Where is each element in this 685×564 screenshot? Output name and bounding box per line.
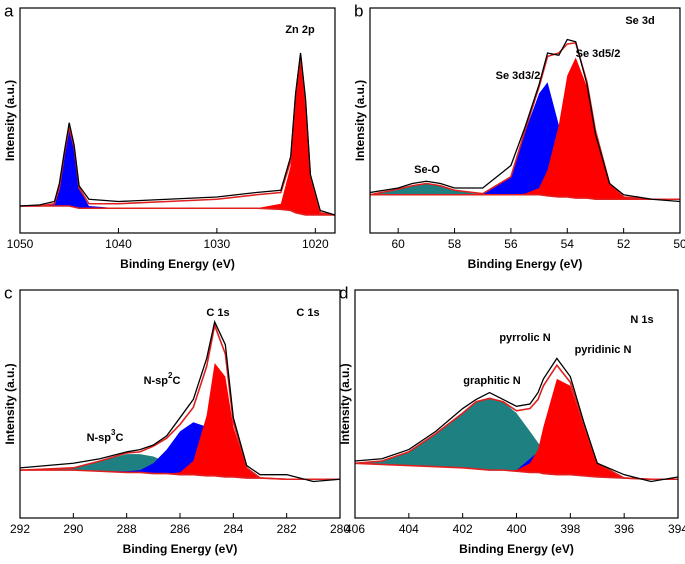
peak-label: Se-O [414, 164, 440, 176]
x-tick-label: 398 [560, 522, 580, 536]
x-tick-label: 282 [277, 522, 297, 536]
component-area [20, 422, 340, 480]
x-tick-label: 280 [330, 522, 350, 536]
peak-label-text: graphitic N [463, 375, 521, 387]
x-tick-label: 50 [673, 237, 685, 251]
peak-label-text: C 1s [206, 307, 229, 319]
component-area [20, 55, 335, 215]
x-tick-label: 286 [170, 522, 190, 536]
peak-label: N-sp3C [87, 428, 124, 444]
spectrum-line [354, 462, 678, 481]
peak-label-text: Se 3d [625, 15, 654, 27]
peak-label-after: C [172, 375, 180, 387]
y-axis-label: Intensity (a.u.) [3, 363, 17, 444]
peak-label-text: Se-O [414, 164, 440, 176]
peak-label: Zn 2p [285, 24, 315, 36]
spectrum-line [19, 322, 340, 481]
y-axis-label: Intensity (a.u.) [353, 80, 367, 161]
spectrum-line [369, 38, 681, 203]
peak-label: C 1s [206, 307, 229, 319]
spectrum-line [354, 357, 679, 483]
peak-label: graphitic N [463, 375, 521, 387]
y-axis-label: Intensity (a.u.) [338, 363, 352, 444]
x-tick-label: 58 [448, 237, 462, 251]
x-tick-label: 54 [561, 237, 575, 251]
peak-label: N-sp2C [144, 371, 181, 387]
panel: c 292 290 288 286 284 282 280 Binding Energy (eV… [3, 283, 350, 556]
spectrum-line [370, 193, 680, 201]
panel-letter: b [354, 1, 363, 20]
x-tick-label: 290 [63, 522, 83, 536]
peak-label-text: C 1s [296, 307, 319, 319]
x-tick-label: 396 [614, 522, 634, 536]
peak-label-text: N 1s [630, 314, 653, 326]
component-area [370, 183, 680, 200]
panel-letter: a [4, 1, 14, 20]
x-tick-label: 292 [10, 522, 30, 536]
peak-label-sup: 2 [168, 371, 173, 380]
x-tick-label: 56 [504, 237, 518, 251]
plot-frame [19, 289, 341, 519]
peak-label-text: N-sp [87, 432, 112, 444]
plot-frame [369, 7, 681, 234]
x-tick-label: 402 [453, 522, 473, 536]
peak-label-after: C [115, 432, 123, 444]
x-tick-label: 400 [506, 522, 526, 536]
peak-label-text: Se 3d5/2 [576, 48, 621, 60]
peak-label: C 1s [296, 307, 319, 319]
spectrum-line [19, 52, 336, 216]
x-tick-label: 1050 [7, 237, 34, 251]
component-area [370, 82, 680, 200]
panel-letter: c [4, 283, 13, 302]
peak-label: Se 3d [625, 15, 654, 27]
panel-letter: d [339, 283, 348, 302]
peak-label-text: pyridinic N [575, 344, 632, 356]
x-axis-label: Binding Energy (eV) [120, 257, 235, 271]
x-tick-label: 1020 [302, 237, 329, 251]
x-tick-label: 60 [392, 237, 406, 251]
x-tick-label: 1040 [105, 237, 132, 251]
x-tick-label: 394 [668, 522, 685, 536]
x-axis-label: Binding Energy (eV) [459, 542, 574, 556]
component-area [370, 57, 680, 200]
spectrum-line [20, 205, 335, 216]
peak-label: Se 3d3/2 [496, 70, 541, 82]
peak-label: pyridinic N [575, 344, 632, 356]
component-area [355, 398, 678, 480]
plot-frame [19, 7, 336, 234]
x-tick-label: 404 [399, 522, 419, 536]
peak-label-text: pyrrolic N [499, 332, 550, 344]
x-tick-label: 52 [617, 237, 631, 251]
peak-label-text: Se 3d3/2 [496, 70, 541, 82]
x-axis-label: Binding Energy (eV) [468, 257, 583, 271]
x-axis-label: Binding Energy (eV) [123, 542, 238, 556]
peak-label: N 1s [630, 314, 653, 326]
panel: a 1050 1040 1030 1020 Binding Energy (eV) Inte… [3, 1, 336, 271]
peak-label-text: Zn 2p [285, 24, 315, 36]
peak-label: pyrrolic N [499, 332, 550, 344]
x-tick-label: 406 [345, 522, 365, 536]
peak-label: Se 3d5/2 [576, 48, 621, 60]
x-tick-label: 1030 [204, 237, 231, 251]
spectrum-line [19, 319, 341, 483]
x-tick-label: 288 [117, 522, 137, 536]
panel: d 406 404 402 400 398 396 394 Binding Energy (eV… [338, 283, 685, 556]
peak-label-sup: 3 [111, 428, 116, 437]
y-axis-label: Intensity (a.u.) [3, 80, 17, 161]
x-tick-label: 284 [223, 522, 243, 536]
panel: b 60 58 56 54 52 50 Binding Energy (eV) Intensit… [353, 1, 685, 271]
peak-label-text: N-sp [144, 375, 169, 387]
